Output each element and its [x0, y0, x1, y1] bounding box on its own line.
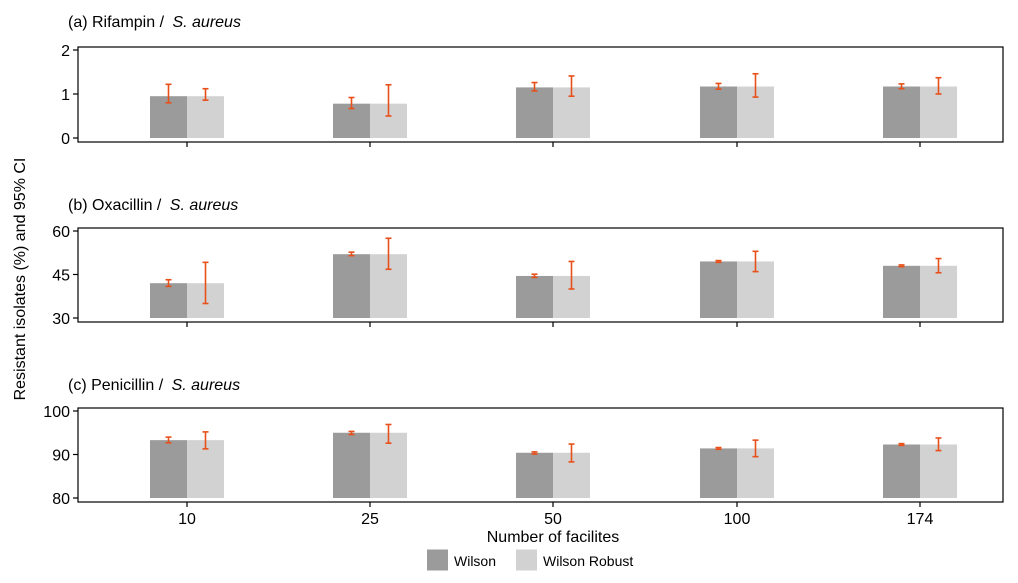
legend-swatch-wilson — [427, 549, 448, 571]
x-tick-label: 100 — [724, 511, 751, 528]
bar-wilson — [516, 452, 553, 498]
bar-wilson — [150, 283, 187, 318]
y-tick-label: 2 — [61, 43, 70, 60]
x-axis-title: Number of facilites — [487, 529, 620, 546]
bar-wilson — [150, 440, 187, 498]
legend-swatch-wilson-robust — [516, 549, 537, 571]
x-tick-label: 50 — [544, 511, 562, 528]
y-axis-title: Resistant isolates (%) and 95% CI — [12, 158, 29, 401]
bar-wilson-robust — [920, 265, 957, 318]
bar-wilson-robust — [187, 96, 224, 138]
x-tick-label: 174 — [907, 511, 934, 528]
bar-wilson-robust — [187, 440, 224, 498]
bar-wilson — [333, 432, 370, 498]
legend-label: Wilson Robust — [543, 553, 633, 569]
bar-wilson — [883, 265, 920, 318]
bar-wilson — [333, 103, 370, 138]
bar-wilson — [516, 87, 553, 138]
panel-title-species: S. aureus — [170, 197, 238, 214]
bar-wilson — [516, 275, 553, 318]
bar-wilson-robust — [920, 444, 957, 498]
bar-wilson — [883, 444, 920, 498]
panel-title-antibiotic: (b) Oxacillin / — [68, 197, 166, 214]
y-tick-label: 90 — [52, 448, 70, 465]
panel-title-antibiotic: (c) Penicillin / — [68, 377, 168, 394]
bar-wilson — [883, 86, 920, 138]
panel-title: (b) Oxacillin / S. aureus — [68, 197, 238, 214]
y-tick-label: 100 — [43, 404, 70, 421]
y-tick-label: 30 — [52, 311, 70, 328]
bar-wilson — [700, 86, 737, 138]
y-tick-label: 0 — [61, 131, 70, 148]
y-tick-label: 45 — [52, 268, 70, 285]
panel-title: (a) Rifampin / S. aureus — [68, 14, 241, 31]
panel-title: (c) Penicillin / S. aureus — [68, 377, 240, 394]
y-tick-label: 1 — [61, 87, 70, 104]
y-tick-label: 60 — [52, 224, 70, 241]
bar-wilson — [700, 448, 737, 498]
bar-wilson — [700, 261, 737, 318]
bar-wilson — [333, 254, 370, 318]
bar-wilson-robust — [920, 86, 957, 138]
x-tick-label: 10 — [178, 511, 196, 528]
panel-title-species: S. aureus — [172, 377, 240, 394]
y-tick-label: 80 — [52, 491, 70, 508]
legend-label: Wilson — [454, 553, 496, 569]
x-tick-label: 25 — [361, 511, 379, 528]
panel-title-species: S. aureus — [172, 14, 240, 31]
panel-title-antibiotic: (a) Rifampin / — [68, 14, 168, 31]
